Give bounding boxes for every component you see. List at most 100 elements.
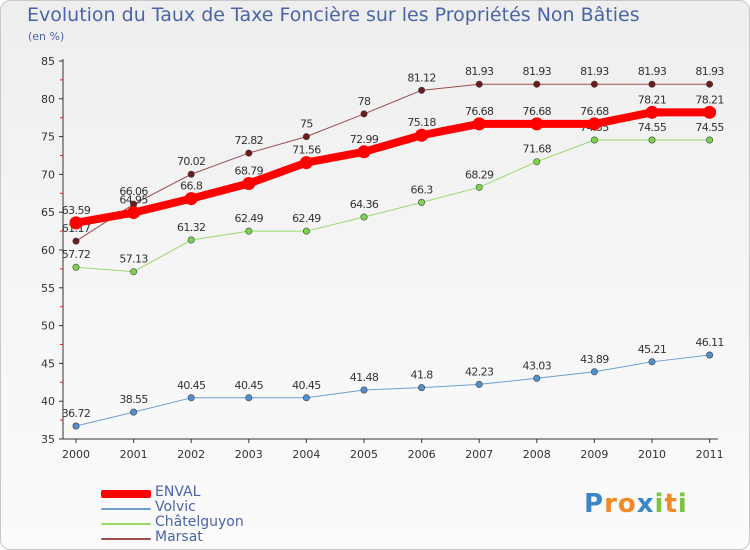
series-line-marsat (75, 83, 711, 242)
data-point-volvic (706, 351, 714, 359)
data-point-chatelguyon (302, 227, 310, 235)
logo-letter: t (664, 489, 678, 519)
x-tick-label: 2001 (120, 448, 148, 461)
legend-item: Châtelguyon (101, 514, 301, 531)
data-label-marsat: 78 (358, 95, 371, 108)
data-label-marsat: 75 (300, 118, 313, 131)
y-tick-label: 85 (41, 55, 55, 68)
data-point-marsat (706, 80, 714, 88)
data-label-enval: 76.68 (523, 105, 552, 118)
data-label-enval: 78.21 (695, 93, 724, 106)
x-tick-label: 2010 (638, 448, 666, 461)
data-label-enval: 72.99 (350, 133, 379, 146)
legend-item: Volvic (101, 499, 301, 516)
data-point-enval (127, 206, 141, 220)
data-point-chatelguyon (475, 183, 483, 191)
data-label-marsat: 81.93 (465, 65, 494, 78)
data-label-enval: 78.21 (638, 93, 667, 106)
data-point-volvic (245, 394, 253, 402)
data-label-volvic: 45.21 (638, 343, 667, 356)
data-point-chatelguyon (187, 236, 195, 244)
legend-swatch (101, 490, 151, 498)
data-point-volvic (187, 394, 195, 402)
data-label-volvic: 43.89 (580, 353, 609, 366)
x-tick-label: 2005 (350, 448, 378, 461)
data-point-marsat (590, 80, 598, 88)
legend-label: Châtelguyon (155, 514, 244, 530)
data-label-marsat: 66.06 (119, 185, 148, 198)
data-label-volvic: 40.45 (292, 379, 321, 392)
legend-item: ENVAL (101, 484, 301, 501)
data-label-chatelguyon: 74.55 (638, 121, 667, 134)
y-tick-label: 55 (41, 282, 55, 295)
x-tick-label: 2003 (235, 448, 263, 461)
x-tick-label: 2004 (292, 448, 320, 461)
data-label-chatelguyon: 61.32 (177, 221, 206, 234)
data-label-enval: 76.68 (465, 105, 494, 118)
data-point-enval (587, 117, 601, 131)
data-label-volvic: 43.03 (523, 359, 552, 372)
data-point-volvic (533, 374, 541, 382)
data-point-volvic (72, 422, 80, 430)
logo-letter: P (584, 489, 605, 519)
proxiti-logo: Proxiti (584, 489, 688, 519)
data-label-marsat: 81.93 (695, 65, 724, 78)
data-point-chatelguyon (360, 213, 368, 221)
data-point-chatelguyon (130, 268, 138, 276)
data-point-chatelguyon (245, 227, 253, 235)
data-point-volvic (648, 358, 656, 366)
data-point-marsat (418, 86, 426, 94)
data-label-enval: 68.79 (235, 165, 264, 178)
data-label-volvic: 46.11 (695, 336, 724, 349)
data-label-enval: 75.18 (407, 116, 436, 129)
data-label-volvic: 41.48 (350, 371, 379, 384)
data-label-marsat: 72.82 (235, 134, 264, 147)
y-tick-label: 40 (41, 395, 55, 408)
series-line-chatelguyon (75, 139, 711, 273)
data-point-enval (472, 117, 486, 131)
data-point-marsat (302, 133, 310, 141)
data-label-chatelguyon: 62.49 (235, 212, 264, 225)
series-line-enval (72, 108, 714, 227)
y-tick-label: 70 (41, 168, 55, 181)
legend-swatch (101, 508, 151, 510)
x-tick-label: 2007 (465, 448, 493, 461)
data-point-enval (530, 117, 544, 131)
x-tick-label: 2009 (580, 448, 608, 461)
data-label-enval: 66.8 (180, 180, 203, 193)
data-label-chatelguyon: 57.13 (119, 253, 148, 266)
legend-item: Marsat (101, 529, 301, 546)
data-point-enval (645, 105, 659, 119)
data-point-volvic (360, 386, 368, 394)
x-tick-label: 2008 (523, 448, 551, 461)
data-label-chatelguyon: 62.49 (292, 212, 321, 225)
y-tick-label: 60 (41, 244, 55, 257)
data-point-chatelguyon (706, 136, 714, 144)
data-label-volvic: 40.45 (235, 379, 264, 392)
data-label-marsat: 81.93 (580, 65, 609, 78)
legend-swatch (101, 538, 151, 540)
data-point-marsat (648, 80, 656, 88)
data-label-enval: 71.56 (292, 144, 321, 157)
data-label-marsat: 81.12 (407, 71, 436, 84)
legend-label: Marsat (155, 529, 203, 545)
data-point-chatelguyon (648, 136, 656, 144)
logo-letter: r (604, 489, 618, 519)
y-tick-label: 80 (41, 93, 55, 106)
data-label-marsat: 81.93 (638, 65, 667, 78)
data-label-marsat: 81.93 (523, 65, 552, 78)
data-point-volvic (418, 384, 426, 392)
data-point-enval (69, 216, 83, 230)
chart-legend: ENVAL Volvic Châtelguyon Marsat (101, 484, 301, 546)
legend-label: Volvic (155, 499, 196, 515)
data-label-chatelguyon: 74.55 (695, 121, 724, 134)
data-label-marsat: 70.02 (177, 155, 206, 168)
data-label-volvic: 41.8 (411, 369, 434, 382)
logo-letter: x (636, 489, 655, 519)
y-tick-label: 50 (41, 320, 55, 333)
y-tick-label: 35 (41, 433, 55, 446)
data-point-chatelguyon (590, 136, 598, 144)
data-label-enval: 63.59 (62, 204, 91, 217)
data-point-marsat (360, 110, 368, 118)
